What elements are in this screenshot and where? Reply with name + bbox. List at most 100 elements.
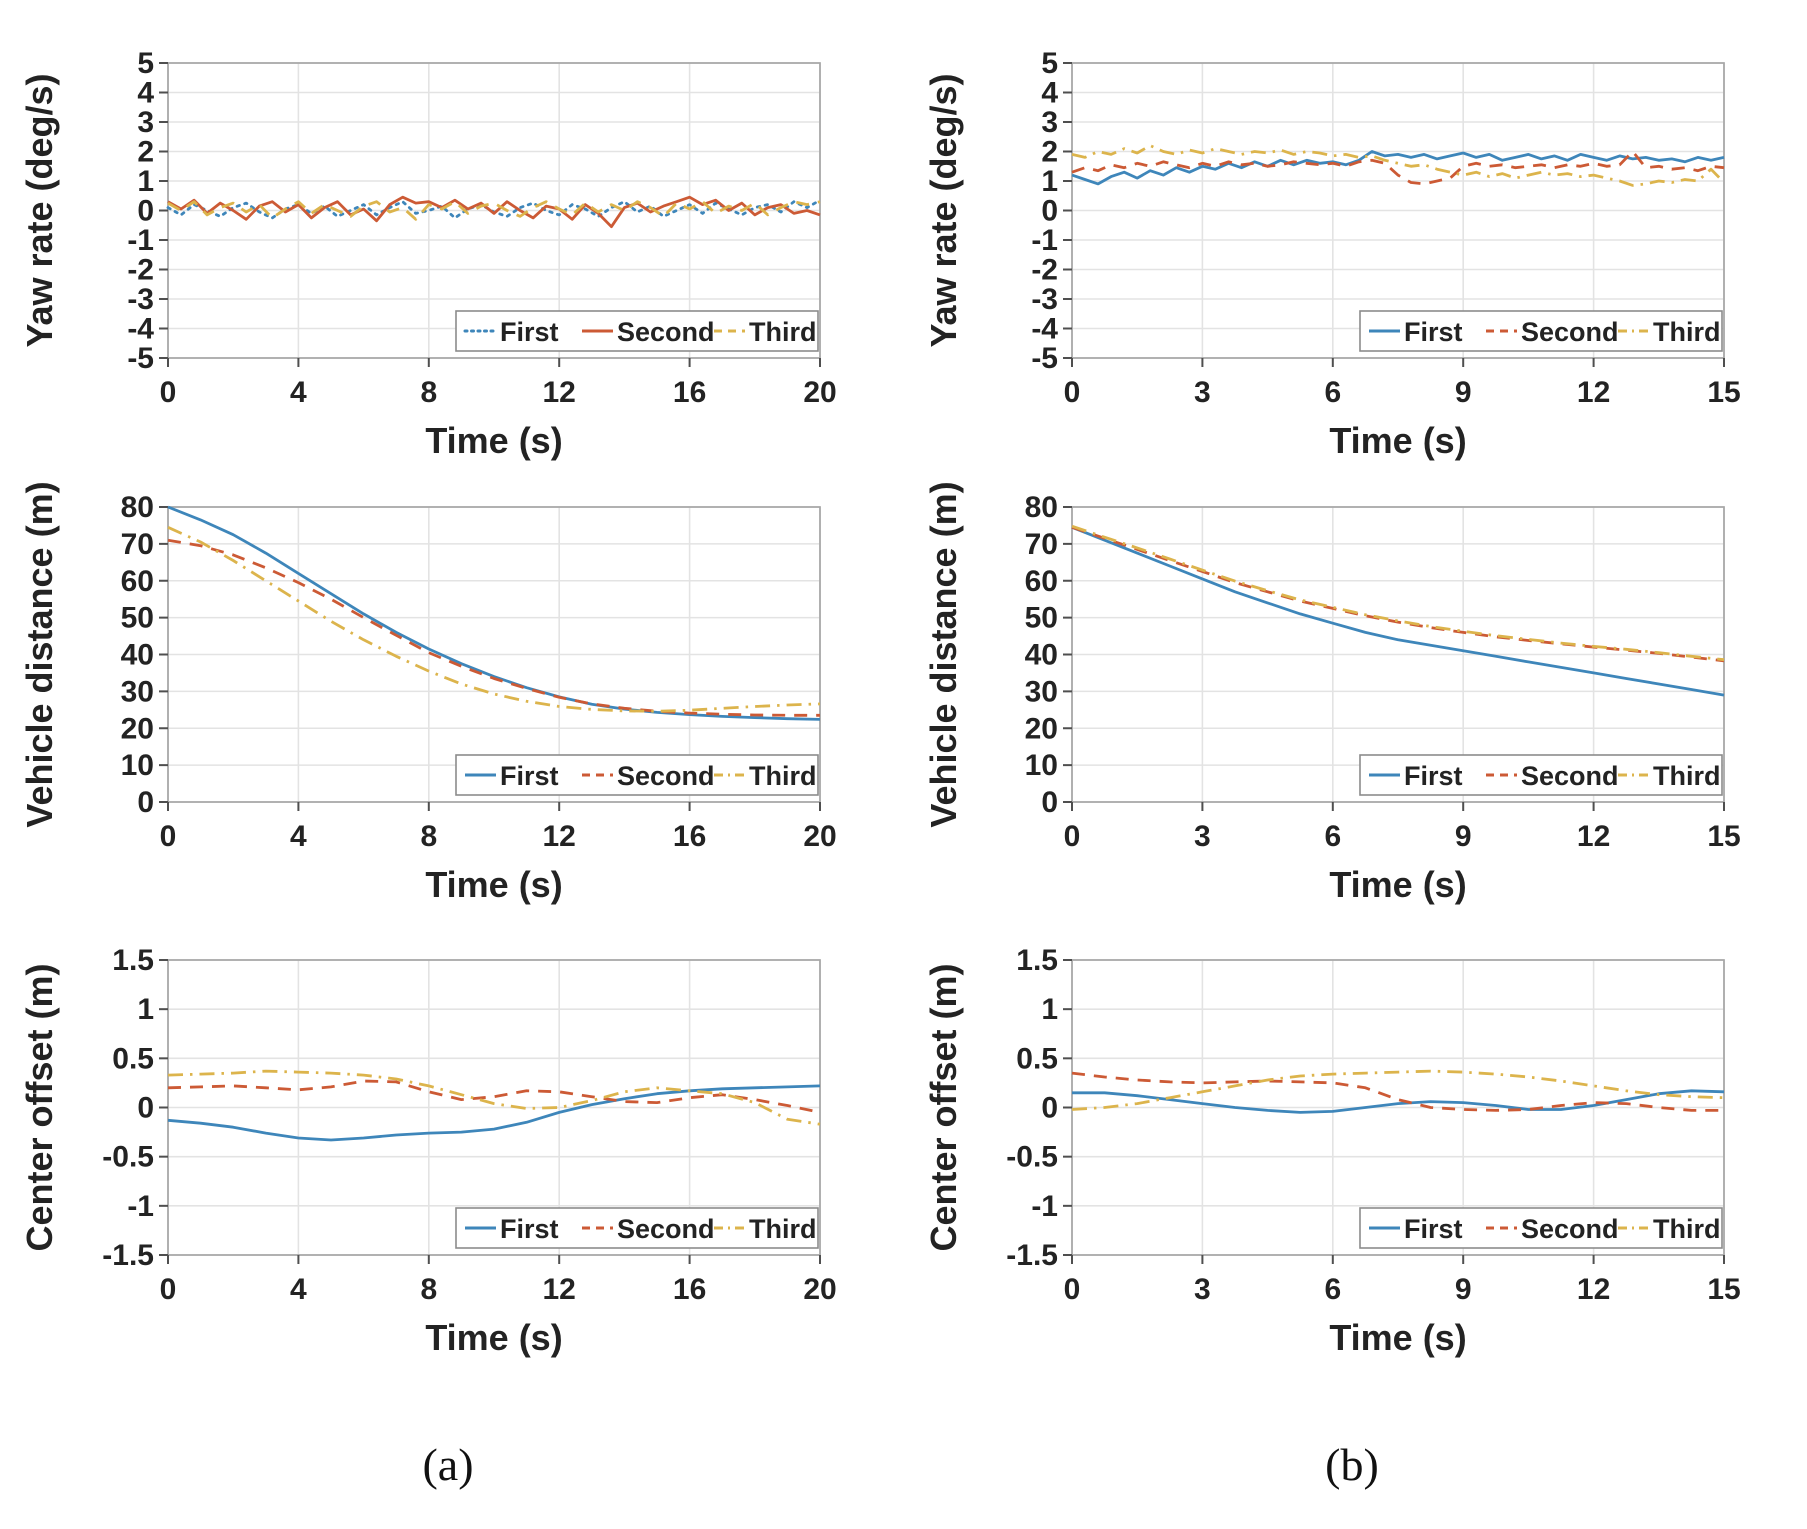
legend-label-second: Second — [617, 1214, 715, 1244]
x-tick-label: 0 — [1064, 376, 1081, 409]
tick-marks — [1063, 506, 1725, 811]
y-tick-label: -1 — [127, 1190, 154, 1223]
y-tick-label: -1 — [1031, 224, 1058, 257]
legend-label-second: Second — [1521, 1214, 1619, 1244]
y-tick-label: 20 — [121, 712, 154, 745]
x-axis-label: Time (s) — [425, 420, 562, 461]
legend-label-second: Second — [617, 317, 715, 347]
y-tick-label: 1 — [1041, 165, 1058, 198]
x-tick-label: 6 — [1324, 376, 1341, 409]
x-tick-label: 8 — [420, 820, 437, 853]
tick-labels: 0 4 8 12 16 20 -1.5 -1 -0.5 0 0.5 1 1.5 — [102, 944, 836, 1306]
x-tick-label: 20 — [803, 1273, 836, 1306]
chart-slot-yaw-b: 0 3 6 9 12 15 -5 -4 -3 -2 -1 0 1 2 3 4 5 Time (s) Yaw rate… — [922, 28, 1782, 473]
series-line-first — [167, 1084, 821, 1142]
tick-marks — [1063, 62, 1725, 367]
x-tick-label: 16 — [673, 376, 706, 409]
legend-label-first: First — [1404, 761, 1463, 791]
x-axis-label: Time (s) — [425, 1317, 562, 1358]
x-tick-label: 0 — [160, 820, 177, 853]
chart-slot-distance-a: 0 4 8 12 16 20 0 10 20 30 40 50 60 70 80 Time (s) Vehicl… — [18, 472, 878, 917]
y-tick-label: 1 — [137, 993, 154, 1026]
y-tick-label: -5 — [1031, 342, 1058, 375]
legend-box — [455, 1207, 819, 1249]
y-axis-label: Vehicle distance (m) — [19, 481, 60, 827]
y-tick-label: 40 — [121, 639, 154, 672]
x-axis-label: Time (s) — [425, 864, 562, 905]
y-tick-label: 0 — [137, 1092, 154, 1125]
chart-background — [18, 472, 878, 917]
gridlines — [167, 62, 821, 359]
tick-marks — [1063, 959, 1725, 1264]
tick-marks — [159, 62, 821, 367]
x-tick-label: 4 — [290, 1273, 307, 1306]
legend-label-third: Third — [749, 317, 817, 347]
y-tick-label: 0.5 — [1016, 1042, 1058, 1075]
legend-box — [1359, 310, 1723, 352]
y-tick-label: -3 — [127, 283, 154, 316]
x-axis-label: Time (s) — [1329, 420, 1466, 461]
y-tick-label: -5 — [127, 342, 154, 375]
legend: First Second Third — [455, 1207, 819, 1249]
x-tick-label: 20 — [803, 376, 836, 409]
x-tick-label: 4 — [290, 820, 307, 853]
chart-slot-yaw-a: 0 4 8 12 16 20 -5 -4 -3 -2 -1 0 1 2 3 4 5 Time (s) Yaw rat… — [18, 28, 878, 473]
legend: First Second Third — [1359, 1207, 1723, 1249]
legend-label-second: Second — [1521, 317, 1619, 347]
chart-center-offset-a: 0 4 8 12 16 20 -1.5 -1 -0.5 0 0.5 1 1.5 Time (s) Cente… — [18, 925, 878, 1370]
x-tick-label: 16 — [673, 1273, 706, 1306]
y-tick-label: 4 — [1041, 77, 1058, 110]
y-tick-label: -2 — [127, 254, 154, 287]
legend-box — [1359, 1207, 1723, 1249]
y-tick-label: -2 — [1031, 254, 1058, 287]
x-tick-label: 12 — [1577, 376, 1610, 409]
x-axis-label: Time (s) — [1329, 1317, 1466, 1358]
y-tick-label: 50 — [121, 602, 154, 635]
y-tick-label: 0 — [137, 786, 154, 819]
x-axis-label: Time (s) — [1329, 864, 1466, 905]
series-line-second — [1071, 150, 1725, 186]
tick-labels: 0 3 6 9 12 15 -1.5 -1 -0.5 0 0.5 1 1.5 — [1006, 944, 1740, 1306]
series-line-first — [1072, 1089, 1725, 1114]
x-tick-label: 9 — [1455, 1273, 1472, 1306]
legend-label-second: Second — [1521, 761, 1619, 791]
legend-label-third: Third — [1653, 1214, 1721, 1244]
x-tick-label: 20 — [803, 820, 836, 853]
x-tick-label: 6 — [1324, 1273, 1341, 1306]
series-line-second — [167, 538, 820, 717]
legend: First Second Third — [1359, 310, 1723, 352]
y-tick-label: 30 — [121, 675, 154, 708]
x-tick-label: 12 — [1577, 820, 1610, 853]
legend-label-third: Third — [749, 761, 817, 791]
y-tick-label: 40 — [1025, 639, 1058, 672]
y-tick-label: 60 — [1025, 565, 1058, 598]
legend-label-third: Third — [1653, 317, 1721, 347]
series-line-third — [167, 200, 821, 221]
chart-background — [922, 472, 1782, 917]
series-line-third — [1071, 524, 1725, 662]
figure-label-a: (a) — [422, 1439, 474, 1490]
legend-label-first: First — [500, 1214, 559, 1244]
legend-box — [1359, 754, 1723, 796]
legend-label-first: First — [500, 317, 559, 347]
y-axis-label: Vehicle distance (m) — [923, 481, 964, 827]
y-tick-label: 1.5 — [1016, 944, 1058, 977]
y-tick-label: -1 — [127, 224, 154, 257]
x-tick-label: 0 — [160, 1273, 177, 1306]
legend-label-first: First — [500, 761, 559, 791]
y-tick-label: 0 — [1041, 786, 1058, 819]
y-tick-label: 80 — [121, 491, 154, 524]
legend: First Second Third — [1359, 754, 1723, 796]
y-tick-label: 20 — [1025, 712, 1058, 745]
x-tick-label: 15 — [1707, 1273, 1740, 1306]
y-tick-label: -0.5 — [1006, 1141, 1058, 1174]
chart-background — [18, 925, 878, 1370]
legend: First Second Third — [455, 310, 819, 352]
legend-label-second: Second — [617, 761, 715, 791]
y-tick-label: 0 — [137, 195, 154, 228]
y-tick-label: -1.5 — [1006, 1239, 1058, 1272]
y-tick-label: 1.5 — [112, 944, 154, 977]
